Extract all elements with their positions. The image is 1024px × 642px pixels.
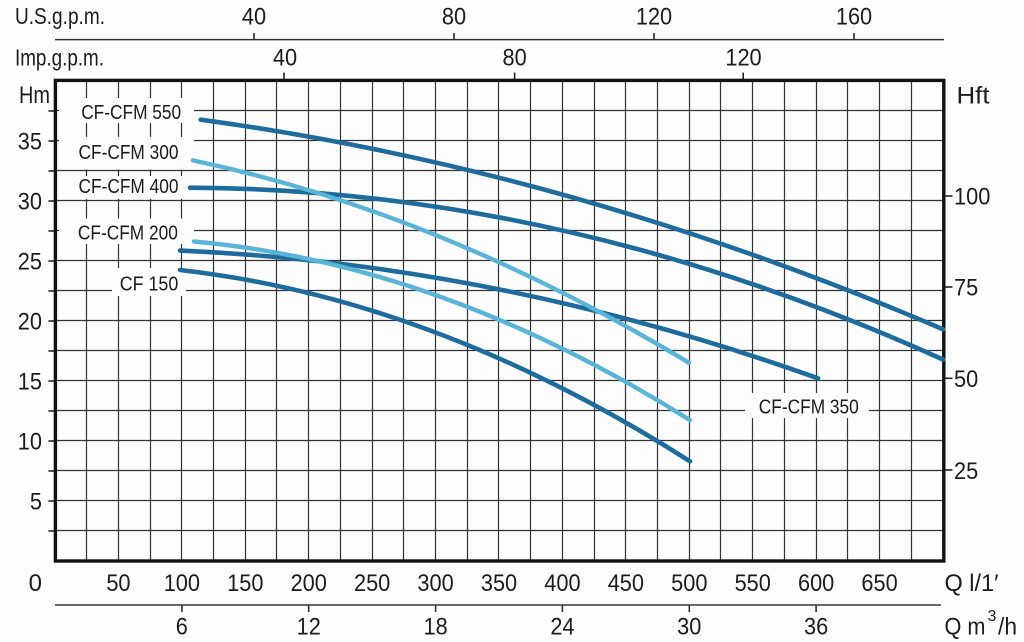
svg-text:160: 160 <box>836 3 872 30</box>
svg-text:400: 400 <box>544 570 580 597</box>
svg-text:50: 50 <box>106 570 130 597</box>
svg-text:Q m: Q m <box>945 613 986 640</box>
svg-text:24: 24 <box>550 613 574 640</box>
svg-text:CF-CFM 200: CF-CFM 200 <box>78 223 178 245</box>
svg-text:200: 200 <box>291 570 327 597</box>
svg-text:650: 650 <box>861 570 897 597</box>
svg-text:18: 18 <box>423 613 447 640</box>
svg-text:0: 0 <box>29 570 42 597</box>
svg-text:100: 100 <box>954 184 990 211</box>
svg-text:600: 600 <box>798 570 834 597</box>
svg-text:80: 80 <box>442 3 466 30</box>
svg-text:3: 3 <box>988 608 997 625</box>
svg-text:CF 150: CF 150 <box>120 274 179 296</box>
svg-text:250: 250 <box>354 570 390 597</box>
svg-text:80: 80 <box>503 45 527 72</box>
svg-text:6: 6 <box>176 613 188 640</box>
svg-text:CF-CFM 550: CF-CFM 550 <box>81 102 181 124</box>
svg-text:Q l/1′: Q l/1′ <box>945 570 999 597</box>
svg-text:40: 40 <box>273 45 297 72</box>
svg-text:300: 300 <box>417 570 453 597</box>
svg-text:/h: /h <box>998 613 1017 640</box>
svg-text:120: 120 <box>725 45 761 72</box>
svg-text:25: 25 <box>18 249 42 276</box>
svg-text:CF-CFM 300: CF-CFM 300 <box>79 142 179 164</box>
svg-text:Hft: Hft <box>957 83 990 110</box>
svg-text:Imp.g.p.m.: Imp.g.p.m. <box>15 45 104 71</box>
svg-text:35: 35 <box>18 129 42 156</box>
svg-text:5: 5 <box>30 489 42 516</box>
svg-text:550: 550 <box>735 570 771 597</box>
svg-text:12: 12 <box>297 613 321 640</box>
svg-text:500: 500 <box>671 570 707 597</box>
svg-text:100: 100 <box>164 570 200 597</box>
svg-text:75: 75 <box>954 275 978 302</box>
svg-text:36: 36 <box>804 613 828 640</box>
svg-text:25: 25 <box>954 458 978 485</box>
svg-text:U.S.g.p.m.: U.S.g.p.m. <box>15 3 105 29</box>
svg-text:20: 20 <box>18 309 42 336</box>
svg-text:30: 30 <box>677 613 701 640</box>
svg-text:150: 150 <box>227 570 263 597</box>
svg-text:30: 30 <box>18 189 42 216</box>
svg-text:40: 40 <box>242 3 266 30</box>
svg-text:350: 350 <box>481 570 517 597</box>
svg-text:120: 120 <box>636 3 672 30</box>
svg-text:450: 450 <box>608 570 644 597</box>
svg-text:Hm: Hm <box>19 82 50 109</box>
svg-text:CF-CFM 350: CF-CFM 350 <box>759 396 859 418</box>
svg-text:15: 15 <box>18 369 42 396</box>
svg-text:10: 10 <box>18 429 42 456</box>
svg-text:50: 50 <box>954 366 978 393</box>
svg-text:CF-CFM 400: CF-CFM 400 <box>79 176 179 198</box>
